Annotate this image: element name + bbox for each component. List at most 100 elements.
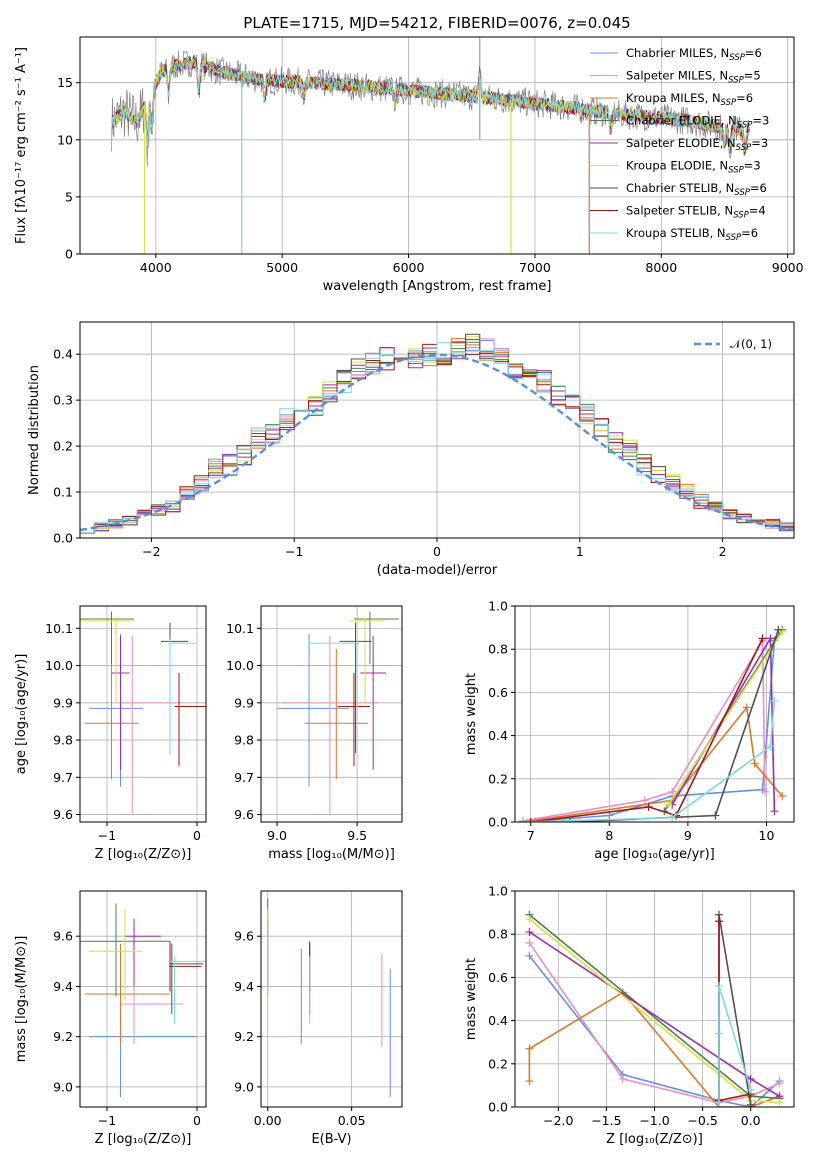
- x-tick-label: 0.05: [338, 1113, 366, 1128]
- legend-text: Kroupa STELIB, N: [626, 226, 726, 240]
- plot-area: [80, 903, 206, 1097]
- plus-marker: [525, 951, 534, 960]
- y-tick-label: 1.0: [488, 884, 508, 899]
- y-tick-label: 9.4: [234, 979, 254, 994]
- axes-frame: [79, 890, 207, 1108]
- legend-entry: Salpeter ELODIE, NSSP=3: [626, 136, 768, 153]
- plot-area: [80, 611, 206, 815]
- x-axis-label: (data-model)/error: [377, 563, 498, 578]
- weight-vs-metallicity-panel: −2.0 −1.5 −1.0 −0.5 0.0 0.0 0.2 0.4 0.6 0.8 1.0 Z […: [464, 884, 795, 1147]
- y-tick-label: 9.6: [234, 929, 254, 944]
- plus-marker: [774, 625, 783, 634]
- mass-weight-series: [714, 982, 755, 1107]
- axes: 7 8 9 10 0.0 0.2 0.4 0.6 0.8 1.0 age [log₁₀(age/yr…: [464, 599, 795, 862]
- x-tick-label: 9.5: [347, 828, 367, 843]
- legend-entry: Chabrier ELODIE, NSSP=3: [626, 114, 769, 131]
- normal-distribution-curve: [80, 353, 794, 532]
- plus-marker: [775, 1098, 784, 1107]
- mass-weight-series: [518, 697, 779, 822]
- axes-frame: [260, 605, 403, 823]
- series-line: [667, 631, 783, 806]
- series-line: [718, 985, 752, 1103]
- x-tick-label: −1: [98, 828, 116, 843]
- y-tick-label: 0.1: [53, 485, 73, 500]
- x-axis-label: Z [log₁₀(Z/Z⊙)]: [606, 1132, 703, 1147]
- plus-marker: [525, 928, 534, 937]
- x-tick-label: −0.5: [687, 1113, 717, 1128]
- y-tick-label: 0.0: [488, 1100, 508, 1115]
- plus-marker: [518, 818, 527, 822]
- legend-subscript: SSP: [734, 188, 750, 198]
- plot-area: [525, 910, 784, 1107]
- residual-histogram-step: [80, 342, 794, 538]
- plus-marker: [750, 759, 759, 768]
- plus-marker: [714, 1029, 723, 1038]
- axes: 0.00 0.05 9.0 9.2 9.4 9.6 E(B-V): [234, 890, 403, 1147]
- plus-marker: [711, 811, 720, 820]
- grid: [515, 890, 794, 1108]
- x-tick-label: 10: [759, 828, 775, 843]
- legend-subscript: SSP: [726, 233, 742, 243]
- x-axis-label: age [log₁₀(age/yr)]: [594, 847, 715, 862]
- legend-entry: Chabrier STELIB, NSSP=6: [626, 181, 767, 198]
- legend-subscript: SSP: [728, 166, 744, 176]
- legend-entry: 𝒩(0, 1): [730, 337, 772, 351]
- age-vs-mass-panel: 9.0 9.5 9.6 9.7 9.8 9.9 10.0 10.1 mass [log₁₀(M/…: [226, 605, 403, 862]
- plus-marker: [770, 697, 779, 706]
- legend-text-tail: =5: [744, 69, 761, 83]
- grid: [80, 891, 206, 1107]
- y-tick-label: 0.2: [53, 439, 73, 454]
- y-tick-label: 0.8: [488, 642, 508, 657]
- grid: [261, 606, 402, 822]
- x-tick-label: 9.0: [267, 828, 287, 843]
- series-line: [530, 638, 764, 822]
- y-tick-label: 0.4: [53, 347, 73, 362]
- plus-marker: [770, 807, 779, 816]
- y-tick-label: 0.8: [488, 927, 508, 942]
- series-line: [522, 705, 783, 822]
- x-tick-label: 1: [576, 544, 584, 559]
- errorbar-point: [281, 635, 378, 815]
- errorbar-point: [277, 633, 350, 787]
- legend-text: Chabrier STELIB, N: [626, 181, 734, 195]
- x-axis-label: mass [log₁₀(M/M⊙)]: [268, 847, 395, 862]
- plus-marker: [668, 813, 677, 822]
- errorbar-point: [170, 943, 204, 1015]
- y-tick-label: 9.0: [234, 1079, 254, 1094]
- errorbar-point: [84, 943, 170, 1045]
- chart-title: PLATE=1715, MJD=54212, FIBERID=0076, z=0…: [243, 14, 630, 32]
- y-tick-label: 9.8: [234, 733, 254, 748]
- x-tick-label: 0: [193, 1113, 201, 1128]
- plot-area: [277, 611, 399, 815]
- y-axis-label: mass [log₁₀(M/M⊙)]: [14, 936, 29, 1063]
- residuals-histogram-panel: −2 −1 0 1 2 0.0 0.1 0.2 0.3 0.4 (data-model)/error…: [27, 321, 795, 578]
- y-tick-label: 10.1: [226, 621, 254, 636]
- legend-entry: Salpeter MILES, NSSP=5: [626, 69, 761, 86]
- plus-marker: [760, 787, 769, 796]
- y-tick-label: 0.2: [488, 1056, 508, 1071]
- y-tick-label: 9.2: [53, 1029, 73, 1044]
- legend-text: Chabrier MILES, N: [626, 46, 729, 60]
- errorbar-point: [89, 986, 197, 1097]
- plot-area: [267, 898, 391, 1097]
- x-axis-label: wavelength [Angstrom, rest frame]: [323, 279, 552, 294]
- y-tick-label: 9.7: [53, 770, 73, 785]
- errorbar-point: [339, 622, 372, 754]
- mass-weight-series: [518, 636, 779, 822]
- plus-marker: [746, 1100, 755, 1107]
- plot-area: [518, 625, 787, 822]
- y-tick-label: 5: [65, 189, 73, 204]
- axes-frame: [514, 890, 795, 1108]
- plus-marker: [714, 982, 723, 991]
- legend-subscript: SSP: [729, 53, 745, 63]
- series-line: [528, 991, 780, 1107]
- plus-marker: [742, 703, 751, 712]
- legend-text: Salpeter ELODIE, N: [626, 136, 736, 150]
- x-tick-label: 0.00: [254, 1113, 282, 1128]
- plot-area: [80, 333, 794, 538]
- y-tick-label: 0.0: [488, 815, 508, 830]
- y-axis-label: mass weight: [464, 958, 479, 1040]
- y-tick-label: 0.4: [488, 728, 508, 743]
- legend-text-tail: =6: [750, 181, 767, 195]
